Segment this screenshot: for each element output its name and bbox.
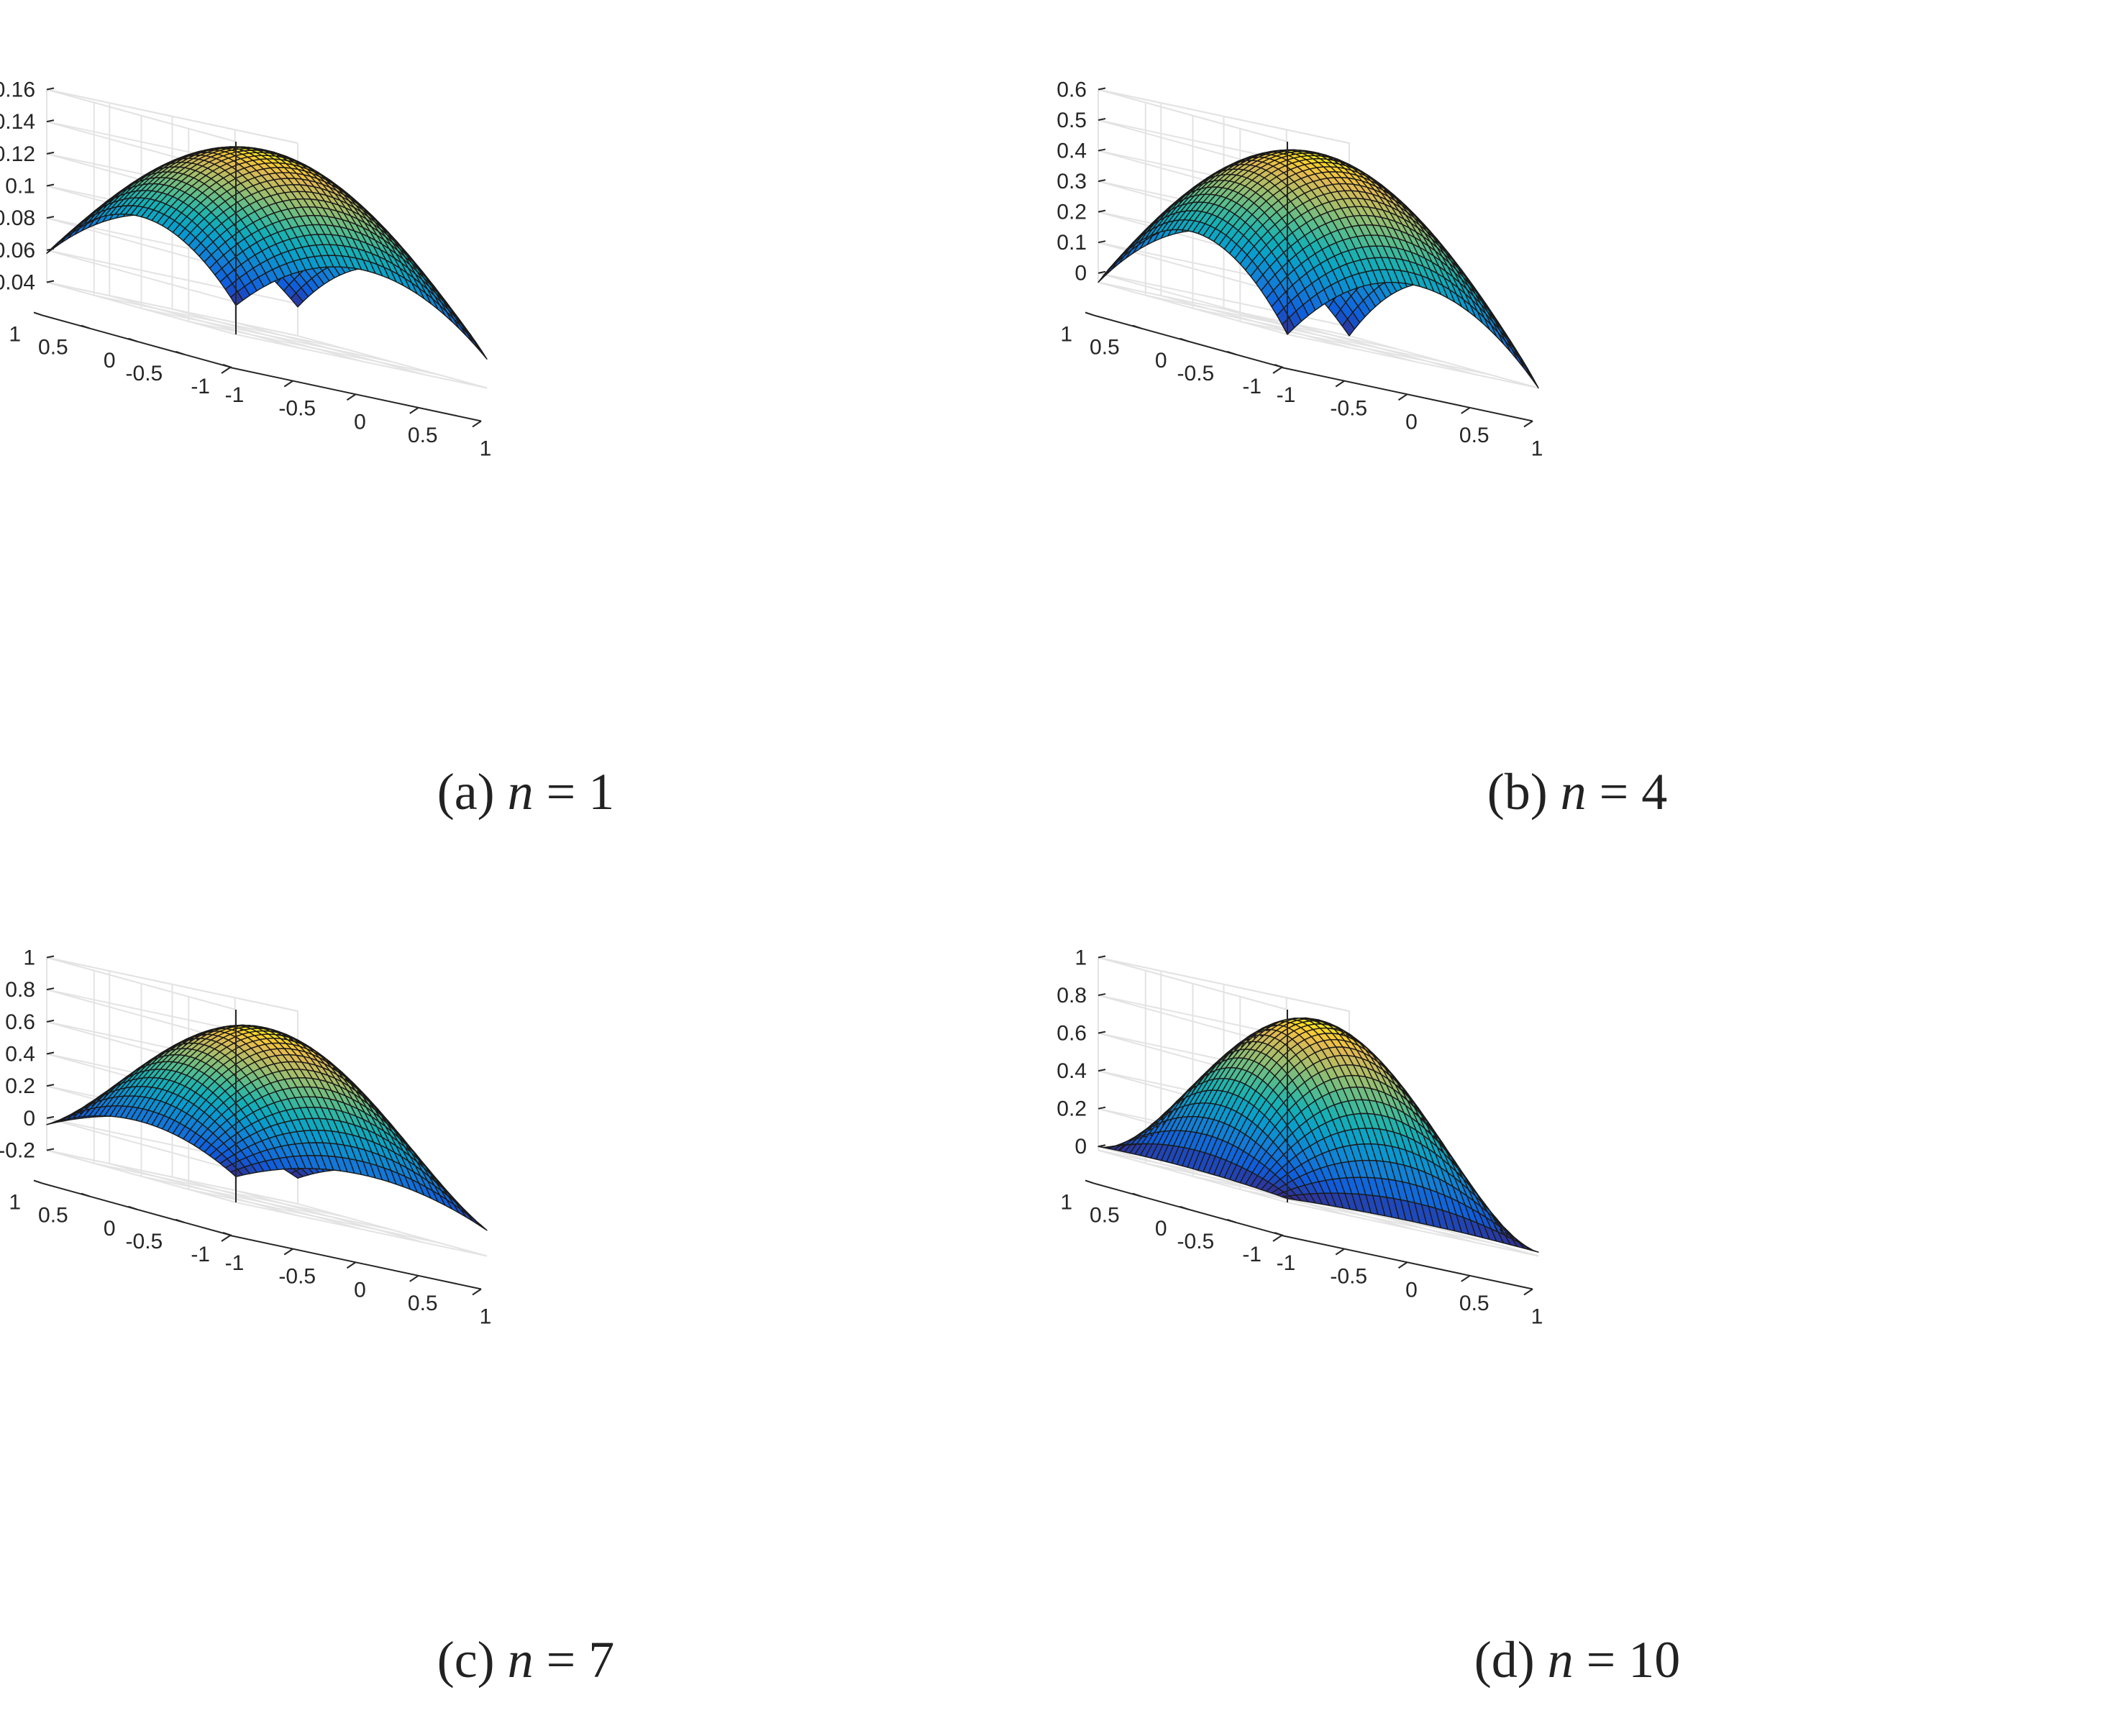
- z-tick-label: 0.4: [5, 1043, 35, 1066]
- caption-a-eq: = 1: [546, 763, 615, 821]
- y-tick-label: -1: [191, 375, 210, 398]
- surface-plot-a: 0.04 0.06 0.08 0.1 0.12 0.14 0.16 -1 -0.5 0 0.5 1 -1…: [0, 78, 491, 461]
- z-tick-label: 0.1: [1057, 231, 1087, 255]
- z-tick-label: 0.16: [0, 78, 35, 102]
- y-tick-label: -0.5: [1177, 362, 1215, 385]
- caption-c-eq: = 7: [546, 1631, 615, 1689]
- panel-d: 0 0.2 0.4 0.6 0.8 1 -1 -0.5 0 0.5 1 -1 -0.5 0 0.5 1 (d)…: [1052, 868, 2103, 1736]
- caption-c-var: n: [507, 1631, 534, 1689]
- axes: 0.04 0.06 0.08 0.1 0.12 0.14 0.16 -1 -0.5 0 0.5 1 -1…: [0, 78, 491, 461]
- surface-plot-d: 00.20.40.60.81-1-0.500.51-1-0.500.51: [1057, 946, 1543, 1329]
- y-tick-label: 1: [9, 1191, 21, 1215]
- y-tick-label: 0: [1155, 349, 1167, 373]
- z-tick-label: 0: [23, 1107, 35, 1130]
- z-tick-label: 0.8: [5, 978, 35, 1002]
- caption-a-label: (a): [437, 763, 495, 821]
- z-tick-label: 0.14: [0, 110, 35, 134]
- z-tick-label: 0.06: [0, 239, 35, 262]
- x-tick-label: 0.5: [408, 1292, 438, 1315]
- surface-patch: [474, 1219, 488, 1231]
- z-tick-label: 0.3: [1057, 170, 1087, 193]
- y-tick-label: -1: [1242, 375, 1262, 398]
- z-tick-label: 1: [23, 946, 35, 970]
- x-tick-label: 0.5: [1459, 424, 1490, 447]
- axes: -0.2 0 0.2 0.4 0.6 0.8 1 -1 -0.5 0 0.5 1 -1 -0.5 0 0.5 1: [0, 946, 491, 1329]
- y-tick-label: 1: [9, 323, 21, 347]
- caption-c-label: (c): [437, 1631, 495, 1689]
- z-tick-label: 0.2: [5, 1074, 35, 1098]
- x-tick-label: -0.5: [1330, 397, 1367, 421]
- caption-b-eq: = 4: [1599, 763, 1668, 821]
- y-tick-label: -0.5: [126, 362, 163, 385]
- panel-b: 0 0.1 0.2 0.3 0.4 0.5 0.6 -1 -0.5 0 0.5 1 -1 -0.5 0 0.5…: [1052, 0, 2103, 868]
- z-tick-label: 0: [1075, 262, 1087, 285]
- z-tick-label: 0.2: [1057, 201, 1087, 224]
- caption-b-label: (b): [1487, 763, 1548, 821]
- surface: [1098, 149, 1539, 389]
- surface-patch: [474, 342, 488, 360]
- y-tick-label: 0.5: [38, 336, 68, 360]
- z-tick-label: 0.6: [5, 1010, 35, 1034]
- x-tick-label: 0: [354, 1278, 366, 1302]
- caption-b: (b) n = 4: [1052, 762, 2103, 822]
- surface: [1098, 1017, 1539, 1253]
- x-tick-label: 0: [1405, 410, 1418, 434]
- x-tick-label: -1: [225, 383, 245, 407]
- panel-c: -0.2 0 0.2 0.4 0.6 0.8 1 -1 -0.5 0 0.5 1 -1 -0.5 0 0.5 1…: [0, 868, 1052, 1736]
- y-tick-label: 0: [104, 1217, 116, 1241]
- z-tick-label: 0.4: [1057, 140, 1087, 163]
- caption-b-var: n: [1560, 763, 1587, 821]
- z-tick-label: 0.1: [5, 175, 35, 198]
- surface: [46, 146, 488, 360]
- z-tick-label: 0.04: [0, 271, 35, 295]
- z-tick-label: -0.2: [0, 1139, 35, 1163]
- y-tick-label: 1: [1060, 323, 1072, 347]
- surface: [46, 1024, 488, 1231]
- panel-a: 0.04 0.06 0.08 0.1 0.12 0.14 0.16 -1 -0.5 0 0.5 1 -1…: [0, 0, 1052, 868]
- z-tick-label: 0.6: [1057, 78, 1087, 102]
- caption-a-var: n: [507, 763, 534, 821]
- y-tick-label: 0.5: [38, 1204, 68, 1228]
- x-tick-label: -1: [225, 1251, 245, 1275]
- y-tick-label: 0.5: [1090, 336, 1120, 360]
- x-tick-label: 1: [1531, 437, 1543, 461]
- x-tick-label: 0.5: [408, 424, 438, 447]
- z-tick-label: 0.5: [1057, 109, 1087, 132]
- x-tick-label: -0.5: [278, 1265, 316, 1289]
- x-tick-label: 1: [480, 437, 492, 461]
- z-tick-label: 0.08: [0, 206, 35, 230]
- surface-patch: [1525, 367, 1539, 389]
- surface-plot-b: 0 0.1 0.2 0.3 0.4 0.5 0.6 -1 -0.5 0 0.5 1 -1 -0.5 0 0.5…: [1057, 78, 1543, 461]
- x-tick-label: -1: [1277, 383, 1296, 407]
- caption-c: (c) n = 7: [0, 1630, 1052, 1690]
- axes: 0 0.1 0.2 0.3 0.4 0.5 0.6 -1 -0.5 0 0.5 1 -1 -0.5 0 0.5…: [1057, 78, 1543, 461]
- y-tick-label: -0.5: [126, 1230, 163, 1253]
- caption-a: (a) n = 1: [0, 762, 1052, 822]
- x-tick-label: 0: [354, 410, 366, 434]
- x-tick-label: 1: [480, 1305, 492, 1329]
- surface-plot-c: -0.2 0 0.2 0.4 0.6 0.8 1 -1 -0.5 0 0.5 1 -1 -0.5 0 0.5 1: [0, 946, 491, 1329]
- y-tick-label: -1: [191, 1243, 210, 1266]
- y-tick-label: 0: [104, 349, 116, 373]
- x-tick-label: -0.5: [278, 397, 316, 421]
- z-tick-label: 0.12: [0, 142, 35, 166]
